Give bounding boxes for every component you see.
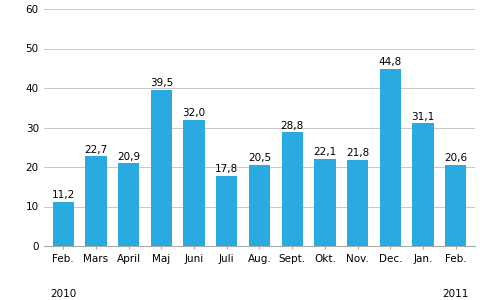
Text: 11,2: 11,2: [51, 190, 75, 200]
Bar: [216, 176, 237, 246]
Text: 39,5: 39,5: [150, 78, 173, 88]
Text: 31,1: 31,1: [410, 112, 434, 122]
Bar: [183, 120, 204, 246]
Text: 20,6: 20,6: [443, 153, 466, 163]
Bar: [151, 90, 172, 246]
Bar: [85, 156, 106, 246]
Bar: [314, 159, 335, 246]
Text: 44,8: 44,8: [378, 58, 401, 68]
Bar: [248, 165, 270, 246]
Text: 2011: 2011: [441, 289, 468, 299]
Bar: [281, 132, 302, 246]
Bar: [444, 165, 465, 246]
Text: 32,0: 32,0: [182, 108, 205, 118]
Text: 28,8: 28,8: [280, 121, 303, 131]
Text: 20,5: 20,5: [247, 153, 271, 164]
Text: 22,7: 22,7: [84, 145, 107, 155]
Bar: [118, 164, 139, 246]
Text: 2010: 2010: [50, 289, 76, 299]
Bar: [346, 160, 367, 246]
Bar: [379, 69, 400, 246]
Text: 21,8: 21,8: [345, 148, 368, 158]
Bar: [411, 123, 433, 246]
Text: 22,1: 22,1: [313, 147, 336, 157]
Text: 17,8: 17,8: [215, 164, 238, 174]
Bar: [53, 202, 74, 246]
Text: 20,9: 20,9: [117, 152, 140, 162]
